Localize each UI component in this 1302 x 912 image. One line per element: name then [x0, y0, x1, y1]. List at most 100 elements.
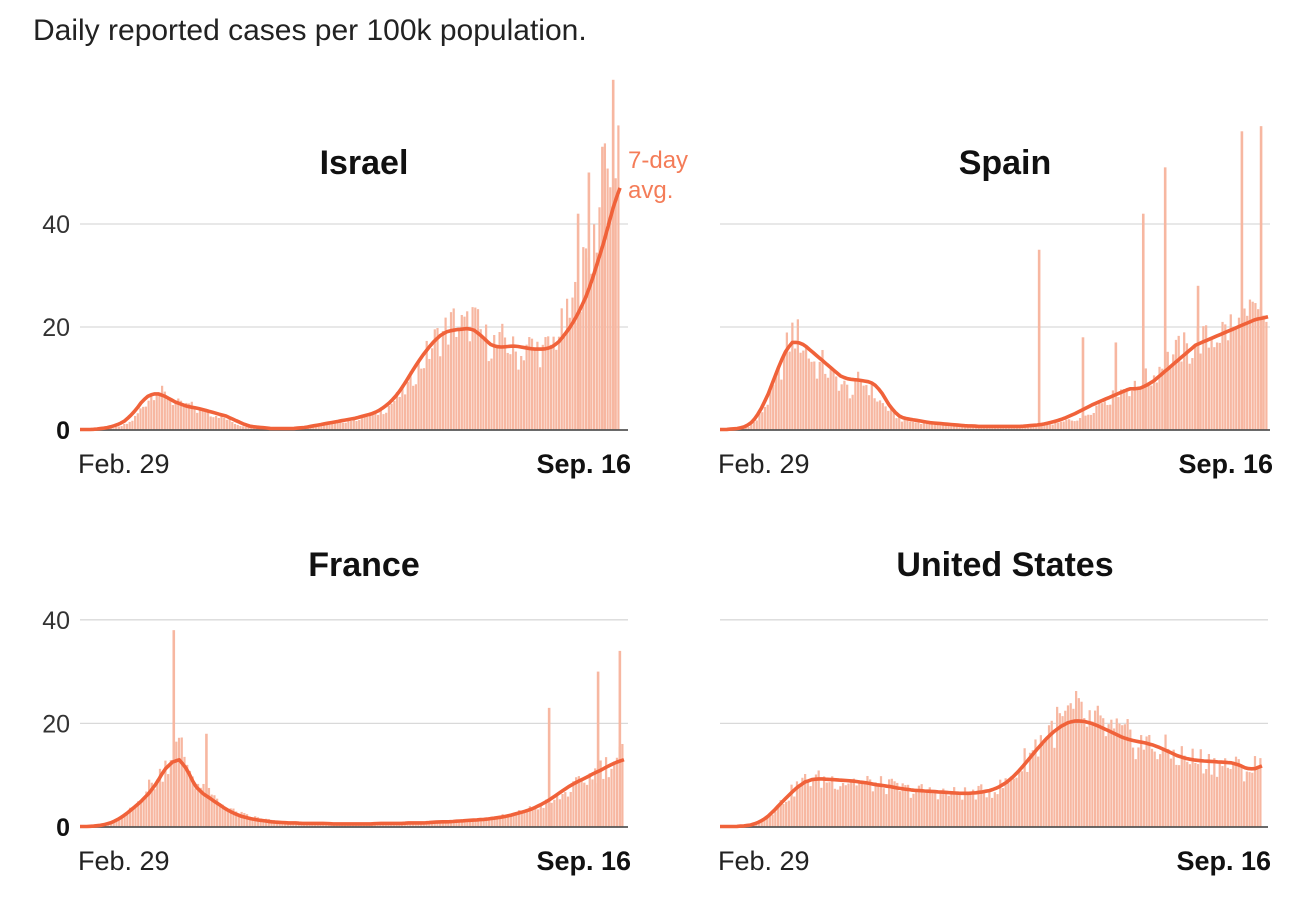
x-end-label: Sep. 16 — [1178, 449, 1273, 479]
daily-bar — [198, 410, 202, 430]
daily-bar — [790, 784, 793, 827]
daily-bar — [1083, 718, 1086, 827]
daily-bar — [1142, 749, 1145, 827]
daily-bar — [379, 824, 382, 827]
daily-bar — [1202, 326, 1205, 430]
daily-bar — [1229, 769, 1232, 827]
daily-bar — [533, 347, 536, 430]
daily-bar — [563, 333, 566, 430]
daily-bar — [190, 401, 193, 430]
daily-bar — [1251, 772, 1254, 827]
daily-bar — [204, 411, 207, 430]
daily-bar — [961, 426, 964, 430]
daily-bar — [199, 787, 202, 827]
daily-bar — [136, 413, 139, 430]
daily-bar — [889, 407, 893, 430]
daily-bar — [942, 788, 945, 827]
daily-bar — [758, 413, 761, 430]
daily-bar — [848, 398, 852, 430]
daily-bar — [352, 417, 355, 430]
daily-bar — [1129, 729, 1132, 827]
daily-bar — [874, 782, 877, 827]
daily-bar — [225, 419, 229, 430]
daily-bar — [985, 427, 989, 430]
daily-bar — [774, 373, 778, 430]
daily-bar-spike — [596, 671, 600, 827]
daily-bar — [1213, 347, 1216, 430]
daily-bar — [1265, 321, 1268, 430]
daily-bar — [867, 395, 871, 430]
daily-bar — [137, 801, 140, 827]
daily-bar — [1121, 725, 1124, 827]
daily-bar — [928, 787, 931, 827]
daily-bar — [515, 812, 518, 827]
daily-bar — [202, 783, 205, 827]
daily-bar — [417, 822, 420, 827]
daily-bars — [80, 79, 620, 431]
daily-bar — [1111, 390, 1115, 430]
daily-bar — [1183, 755, 1186, 827]
panel-title: Israel — [320, 144, 409, 182]
daily-bar — [1004, 427, 1008, 430]
daily-bar — [232, 808, 235, 827]
seven-day-avg-line — [720, 719, 1263, 829]
daily-bar — [617, 125, 620, 430]
daily-bar — [109, 822, 113, 827]
daily-bar — [1010, 426, 1013, 430]
daily-bar — [224, 809, 227, 827]
daily-bar — [785, 332, 789, 430]
daily-bar-spike — [547, 707, 551, 827]
daily-bar — [131, 420, 134, 430]
x-end-label: Sep. 16 — [536, 846, 631, 876]
daily-bar — [593, 224, 596, 430]
daily-bar — [852, 778, 856, 827]
daily-bar — [835, 376, 838, 430]
daily-bar — [825, 782, 828, 827]
seven-day-avg-line — [720, 314, 1269, 432]
daily-bar — [991, 797, 994, 827]
daily-bar — [541, 344, 544, 430]
daily-bar — [134, 415, 137, 430]
daily-bar — [517, 810, 521, 827]
daily-bar — [374, 410, 377, 430]
daily-bar — [846, 384, 849, 430]
daily-bar — [836, 789, 839, 827]
daily-bar — [1032, 425, 1035, 430]
daily-bar — [1234, 756, 1238, 827]
daily-bar — [933, 422, 936, 430]
daily-bar — [169, 399, 172, 430]
daily-bar-spike — [1141, 213, 1145, 430]
daily-bar — [1161, 368, 1164, 430]
daily-bar — [523, 812, 526, 827]
daily-bar — [806, 779, 809, 827]
daily-bar — [534, 807, 537, 827]
daily-bar — [549, 344, 553, 430]
daily-bar — [925, 790, 929, 827]
daily-bar — [1232, 761, 1235, 827]
daily-bar — [1106, 405, 1109, 430]
daily-bar — [1115, 718, 1118, 827]
daily-bar — [1221, 766, 1224, 827]
daily-bar — [1024, 426, 1027, 430]
daily-bar — [585, 784, 589, 827]
daily-bar — [1134, 759, 1137, 827]
daily-bar — [177, 398, 180, 430]
daily-bar — [471, 307, 474, 430]
daily-bar — [966, 794, 969, 827]
daily-bar — [603, 143, 607, 430]
daily-bar — [1248, 299, 1252, 430]
daily-bar — [761, 412, 764, 430]
daily-bar — [1148, 734, 1151, 827]
daily-bar — [857, 371, 860, 430]
daily-bar — [796, 319, 799, 430]
daily-bar — [847, 783, 850, 827]
daily-bar — [814, 774, 818, 827]
daily-bar — [561, 794, 564, 827]
daily-bar — [213, 795, 216, 827]
daily-bar — [809, 786, 812, 827]
daily-bar — [831, 776, 834, 827]
daily-bar — [314, 425, 318, 430]
daily-bar — [425, 822, 428, 827]
daily-bar — [1131, 747, 1135, 827]
daily-bar — [428, 358, 431, 430]
